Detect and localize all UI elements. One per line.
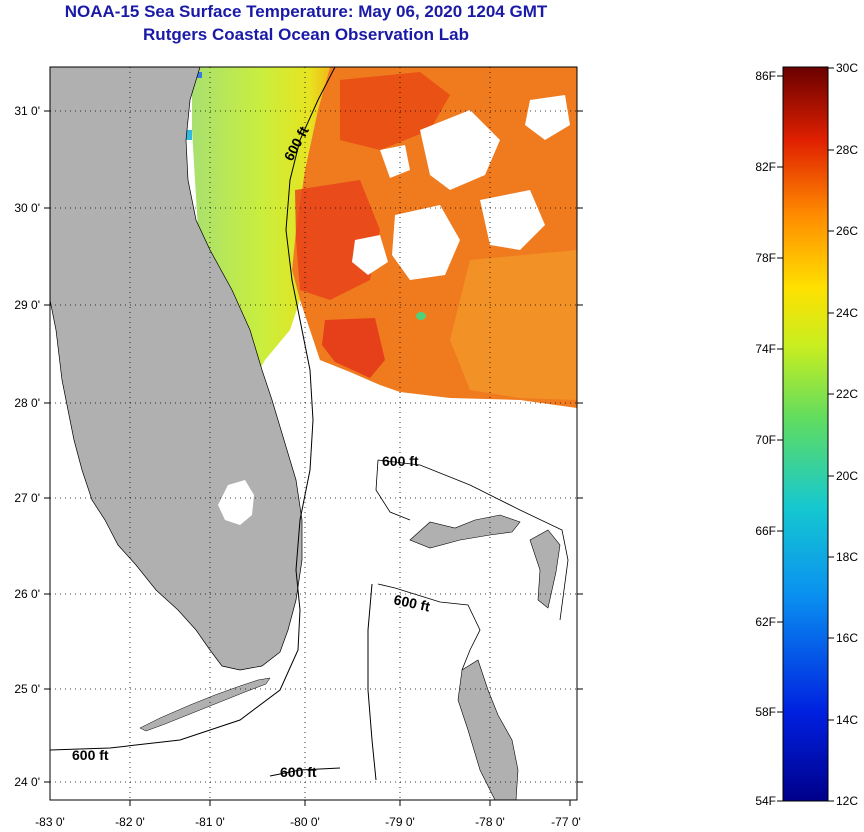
colorbar-f-label: 70F xyxy=(755,433,776,447)
colorbar xyxy=(782,66,829,802)
lat-tick-label: 25 0' xyxy=(14,682,40,696)
bahamas-bank-outline xyxy=(375,459,569,621)
colorbar-f-label: 74F xyxy=(755,342,776,356)
lat-tick-label: 31 0' xyxy=(14,104,40,118)
cloud-gap-1 xyxy=(420,110,500,190)
lat-tick-label: 29 0' xyxy=(14,298,40,312)
lat-tick-label: 24 0' xyxy=(14,775,40,789)
great-bahama-bank-outline xyxy=(377,583,481,671)
colorbar-ticks xyxy=(777,67,834,802)
contour-label-bahamas-west: 600 ft xyxy=(392,591,431,614)
cloud-gap-5 xyxy=(352,235,388,275)
lon-tick-label: -81 0' xyxy=(195,815,225,829)
contour-label-keys: 600 ft xyxy=(72,747,109,763)
colorbar-f-label: 54F xyxy=(755,794,776,808)
map-frame xyxy=(49,66,578,801)
lon-tick-label: -77 0' xyxy=(551,815,581,829)
lon-tick-label: -83 0' xyxy=(35,815,65,829)
contour-label-straits: 600 ft xyxy=(280,764,317,780)
graticule xyxy=(50,67,577,800)
lon-tick-label: -80 0' xyxy=(290,815,320,829)
colorbar-f-label: 66F xyxy=(755,524,776,538)
lat-tick-label: 30 0' xyxy=(14,201,40,215)
abaco-island xyxy=(529,529,561,609)
cloud-gap-3 xyxy=(480,190,545,250)
sst-hot-spot-south xyxy=(322,318,385,378)
isobath-600ft-bahamas xyxy=(367,583,377,781)
colorbar-c-label: 14C xyxy=(836,713,858,727)
colorbar-f-label: 62F xyxy=(755,615,776,629)
sst-warm-east xyxy=(450,250,577,400)
colorbar-c-label: 28C xyxy=(836,143,858,157)
isobath-600ft-florida xyxy=(50,67,336,751)
axis-ticks xyxy=(44,110,583,806)
sst-hot-spot-central xyxy=(295,180,380,300)
lat-tick-label: 28 0' xyxy=(14,396,40,410)
colorbar-c-label: 24C xyxy=(836,306,858,320)
lat-tick-label: 27 0' xyxy=(14,491,40,505)
lon-tick-label: -82 0' xyxy=(115,815,145,829)
colorbar-c-label: 26C xyxy=(836,224,858,238)
lake-okeechobee xyxy=(218,480,254,525)
colorbar-c-label: 18C xyxy=(836,550,858,564)
map-title: NOAA-15 Sea Surface Temperature: May 06,… xyxy=(64,2,548,21)
colorbar-c-label: 16C xyxy=(836,631,858,645)
colorbar-f-label: 58F xyxy=(755,705,776,719)
contour-label-bahamas-north: 600 ft xyxy=(382,453,419,469)
cloud-gap-2 xyxy=(392,205,460,280)
andros-island xyxy=(457,659,519,800)
colorbar-c-label: 30C xyxy=(836,61,858,75)
florida-keys xyxy=(139,677,271,732)
grand-bahama-island xyxy=(409,514,521,549)
isobath-600ft-straits xyxy=(269,767,341,777)
colorbar-f-label: 82F xyxy=(755,160,776,174)
colorbar-c-label: 22C xyxy=(836,387,858,401)
colorbar-f-label: 78F xyxy=(755,251,776,265)
lon-tick-label: -78 0' xyxy=(475,815,505,829)
lon-tick-label: -79 0' xyxy=(385,815,415,829)
cold-eddy-spot xyxy=(416,312,426,320)
cold-pixels-coast-2 xyxy=(184,130,192,140)
map-subtitle: Rutgers Coastal Ocean Observation Lab xyxy=(143,25,469,44)
lat-tick-label: 26 0' xyxy=(14,587,40,601)
colorbar-c-label: 20C xyxy=(836,469,858,483)
cloud-gap-6 xyxy=(380,145,410,178)
colorbar-c-label: 12C xyxy=(836,794,858,808)
cloud-gap-4 xyxy=(525,95,570,140)
colorbar-f-label: 86F xyxy=(755,69,776,83)
